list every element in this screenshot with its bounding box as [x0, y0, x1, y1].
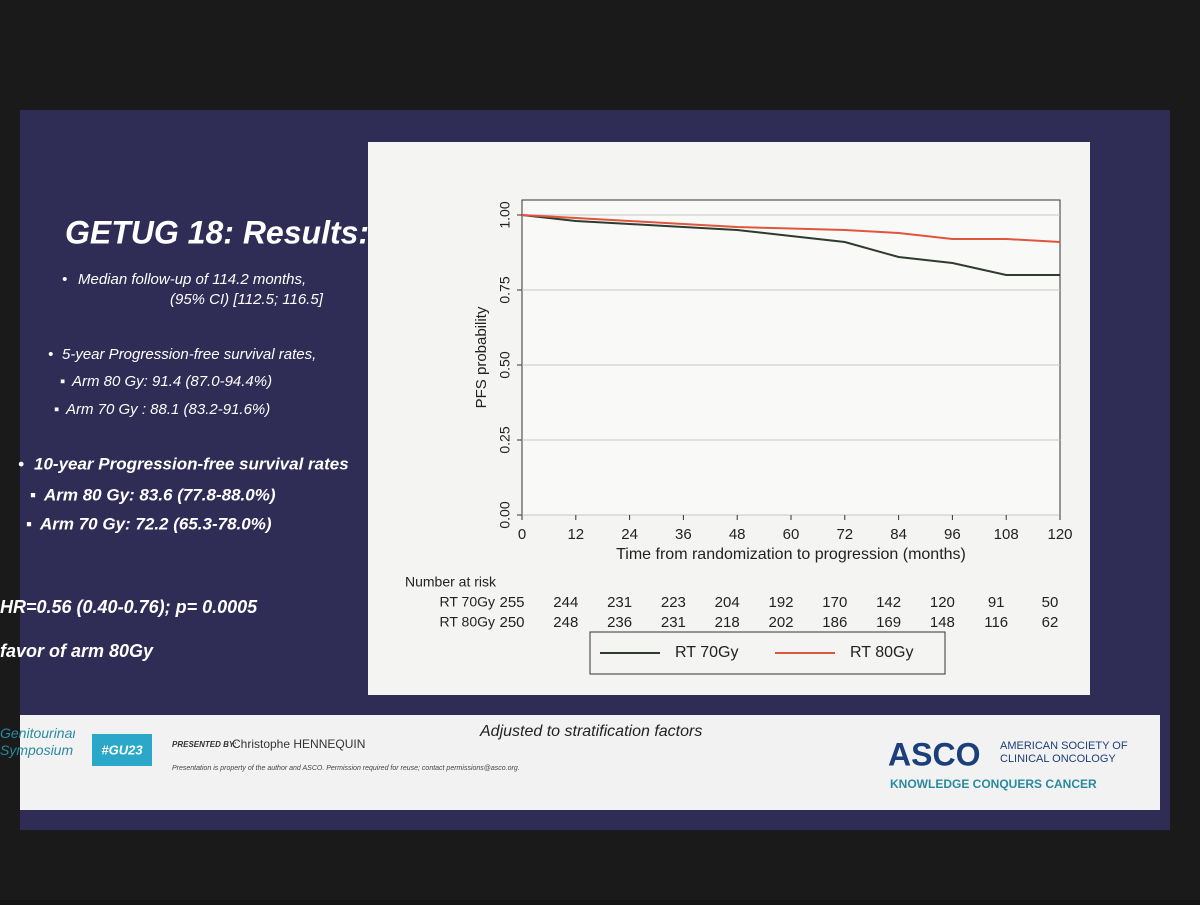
risk-value: 244	[553, 594, 578, 611]
risk-value: 148	[930, 614, 955, 631]
favor-text: favor of arm 80Gy	[0, 641, 154, 661]
risk-value: 169	[876, 614, 901, 631]
bullet: Median follow-up of 114.2 months,	[78, 271, 306, 288]
x-axis-title: Time from randomization to progression (…	[616, 546, 966, 563]
risk-value: 223	[661, 594, 686, 611]
y-tick-label: 0.75	[497, 276, 513, 303]
bullet-item: Arm 70 Gy: 72.2 (65.3-78.0%)	[39, 514, 272, 533]
x-tick-label: 60	[783, 526, 800, 543]
risk-value: 218	[715, 614, 740, 631]
notice: Presentation is property of the author a…	[172, 765, 520, 772]
x-tick-label: 120	[1047, 526, 1072, 543]
risk-value: 120	[930, 594, 955, 611]
symposium-box: Genitourinary Symposium	[0, 725, 75, 758]
y-tick-label: 0.00	[497, 501, 513, 528]
y-axis-title: PFS probability	[473, 306, 490, 408]
bullet-marker: ▪	[30, 485, 36, 504]
risk-value: 231	[607, 594, 632, 611]
society-box: AMERICAN SOCIETY OF CLINICAL ONCOLOGY	[1000, 740, 1128, 765]
plot-area	[521, 199, 1061, 516]
tagline: KNOWLEDGE CONQUERS CANCER	[890, 777, 1097, 791]
risk-value: 50	[1042, 594, 1059, 611]
risk-title: Number at risk	[405, 574, 497, 590]
x-tick-label: 12	[567, 526, 584, 543]
bullet-sub: (95% CI) [112.5; 116.5]	[170, 291, 324, 308]
legend-label: RT 70Gy	[675, 644, 738, 661]
presented-by: PRESENTED BY:	[172, 740, 237, 749]
x-tick-label: 0	[518, 526, 526, 543]
risk-label: RT 70Gy	[439, 594, 495, 610]
bullet-marker: •	[18, 454, 24, 473]
risk-value: 62	[1042, 614, 1059, 631]
presenter: Christophe HENNEQUIN	[232, 737, 365, 751]
risk-label: RT 80Gy	[439, 614, 495, 630]
legend-label: RT 80Gy	[850, 644, 913, 661]
risk-value: 255	[499, 594, 524, 611]
hashtag-box	[92, 734, 152, 766]
risk-value: 192	[768, 594, 793, 611]
risk-value: 231	[661, 614, 686, 631]
risk-value: 236	[607, 614, 632, 631]
bullet: 10-year Progression-free survival rates	[34, 454, 349, 473]
chart: 0.00 0.25 0.50 0.75 1.00 0 12 24 36 48 60 72 84 96 108…	[405, 199, 1073, 675]
symposium: Genitourinary Symposium	[0, 725, 75, 758]
society: AMERICAN SOCIETY OF CLINICAL ONCOLOGY	[1000, 740, 1128, 765]
footer-band	[20, 715, 1160, 810]
bullet-marker: •	[62, 271, 67, 288]
risk-value: 142	[876, 594, 901, 611]
x-tick-label: 96	[944, 526, 961, 543]
logo: ASCO	[888, 736, 980, 772]
x-tick-label: 36	[675, 526, 692, 543]
hazard-ratio: HR=0.56 (0.40-0.76); p= 0.0005	[0, 597, 258, 617]
x-tick-label: 108	[994, 526, 1019, 543]
x-tick-label: 24	[621, 526, 638, 543]
footnote: Adjusted to stratification factors	[479, 723, 702, 740]
bullet-marker: ▪	[54, 401, 59, 418]
bullet-item: Arm 80 Gy: 91.4 (87.0-94.4%)	[71, 373, 272, 390]
y-tick-label: 1.00	[497, 201, 513, 228]
bullet-item: Arm 70 Gy : 88.1 (83.2-91.6%)	[65, 401, 270, 418]
survival-curve	[521, 214, 1060, 276]
survival-curve	[521, 214, 1061, 243]
bullet-marker: ▪	[60, 373, 65, 390]
x-tick-label: 72	[836, 526, 853, 543]
risk-value: 186	[822, 614, 847, 631]
bullet-marker: ▪	[26, 514, 32, 533]
hashtag: #GU23	[101, 742, 143, 757]
risk-value: 116	[984, 614, 1008, 631]
legend-box	[589, 631, 946, 675]
x-tick-label: 48	[729, 526, 746, 543]
bullet-item: Arm 80 Gy: 83.6 (77.8-88.0%)	[43, 485, 276, 504]
bullet-marker: •	[48, 346, 53, 363]
risk-value: 248	[553, 614, 578, 631]
risk-value: 170	[822, 594, 847, 611]
risk-value: 202	[768, 614, 793, 631]
y-tick-label: 0.50	[497, 351, 513, 378]
y-tick-label: 0.25	[497, 426, 513, 453]
risk-value: 91	[988, 594, 1005, 611]
bullets: • Median follow-up of 114.2 months, (95%…	[0, 271, 349, 661]
x-tick-label: 84	[890, 526, 907, 543]
bullet: 5-year Progression-free survival rates,	[62, 346, 316, 363]
risk-value: 250	[499, 614, 524, 631]
risk-value: 204	[715, 594, 740, 611]
